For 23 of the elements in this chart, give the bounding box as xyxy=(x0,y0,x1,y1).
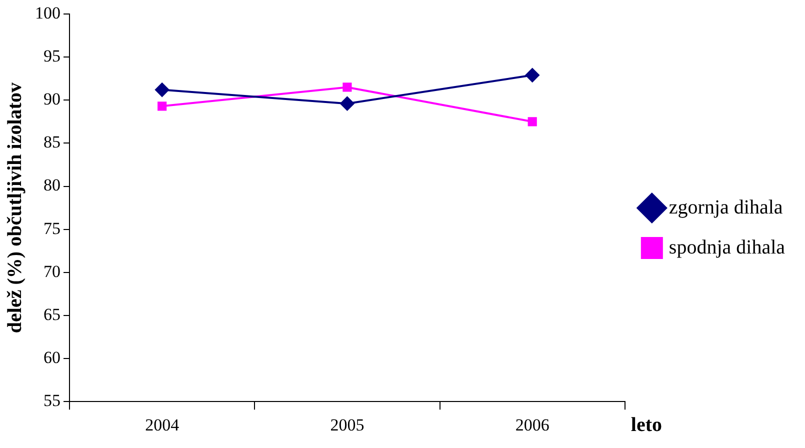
y-tick-label: 65 xyxy=(44,304,60,324)
y-axis-title: delež (%) občutljivih izolatov xyxy=(4,82,26,334)
x-tick-label: 2005 xyxy=(330,415,364,434)
point xyxy=(158,102,167,111)
y-tick-label: 75 xyxy=(44,218,60,238)
legend-label: spodnja dihala xyxy=(668,236,786,258)
y-tick-label: 80 xyxy=(44,176,60,195)
x-tick-label: 2004 xyxy=(145,415,180,434)
x-tick-label: 2006 xyxy=(515,415,550,434)
y-tick-label: 90 xyxy=(44,90,60,109)
y-tick-label: 60 xyxy=(44,348,60,367)
point xyxy=(340,96,354,111)
y-tick-label: 95 xyxy=(44,46,60,66)
point xyxy=(525,68,540,82)
legend-label: zgornja dihala xyxy=(668,196,783,218)
point xyxy=(528,117,537,126)
y-tick-label: 70 xyxy=(44,262,60,281)
y-tick-label: 55 xyxy=(44,391,60,410)
point xyxy=(155,82,170,97)
point xyxy=(342,82,352,92)
y-tick-label: 85 xyxy=(44,132,60,152)
x-axis-title: leto xyxy=(630,414,662,436)
y-tick-label: 100 xyxy=(35,3,60,22)
